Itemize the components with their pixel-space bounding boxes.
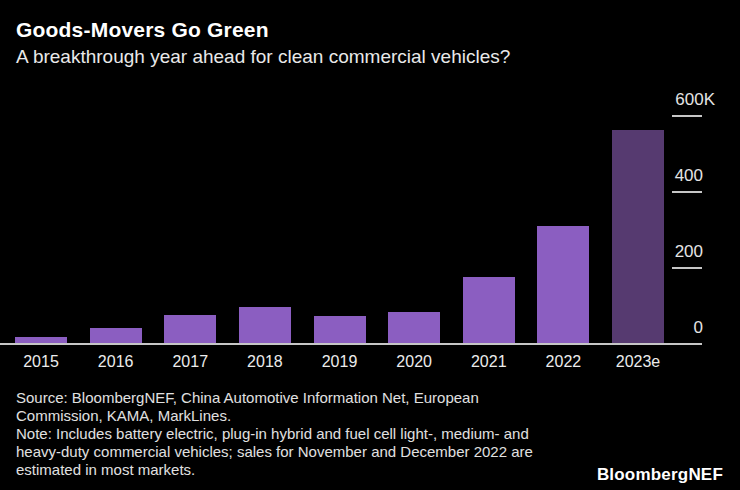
bar-2018 xyxy=(239,307,291,343)
x-axis-label-2015: 2015 xyxy=(1,353,81,371)
y-axis-label-400: 400 xyxy=(675,166,703,186)
chart-title: Goods-Movers Go Green xyxy=(16,18,724,42)
y-tick-line-400 xyxy=(672,191,702,193)
x-axis-line xyxy=(0,343,702,345)
x-axis-label-2017: 2017 xyxy=(150,353,230,371)
y-axis-label-0: 0 xyxy=(694,318,703,338)
chart-page: Goods-Movers Go Green A breakthrough yea… xyxy=(0,0,740,490)
source-line: estimated in most markets. xyxy=(16,461,533,479)
source-note: Source: BloombergNEF, China Automotive I… xyxy=(16,389,533,479)
bar-2022 xyxy=(537,226,589,343)
x-axis-label-2023e: 2023e xyxy=(598,353,678,371)
bar-2023e xyxy=(612,130,664,343)
y-tick-line-600 xyxy=(672,115,702,117)
source-line: heavy-duty commercial vehicles; sales fo… xyxy=(16,443,533,461)
x-axis-label-2020: 2020 xyxy=(374,353,454,371)
x-axis-label-2018: 2018 xyxy=(225,353,305,371)
bar-chart: 201520162017201820192020202120222023e 0 20… xyxy=(0,85,740,385)
x-axis-label-2019: 2019 xyxy=(300,353,380,371)
x-axis-label-2016: 2016 xyxy=(76,353,156,371)
bloombergnef-logo: BloombergNEF xyxy=(597,465,723,485)
source-line: Commission, KAMA, MarkLines. xyxy=(16,407,533,425)
y-tick-line-200 xyxy=(672,267,702,269)
y-axis-label-200: 200 xyxy=(675,242,703,262)
bar-2020 xyxy=(388,312,440,343)
source-line: Note: Includes battery electric, plug-in… xyxy=(16,425,533,443)
x-axis-label-2022: 2022 xyxy=(523,353,603,371)
source-line: Source: BloombergNEF, China Automotive I… xyxy=(16,389,533,407)
x-axis-label-2021: 2021 xyxy=(449,353,529,371)
chart-subtitle: A breakthrough year ahead for clean comm… xyxy=(16,46,724,68)
bar-2021 xyxy=(463,277,515,344)
bar-2017 xyxy=(164,315,216,343)
bar-2019 xyxy=(314,316,366,343)
chart-header: Goods-Movers Go Green A breakthrough yea… xyxy=(16,18,724,68)
y-axis-label-600K: 600K xyxy=(675,90,715,110)
bar-2016 xyxy=(90,328,142,343)
bar-2015 xyxy=(15,337,67,343)
